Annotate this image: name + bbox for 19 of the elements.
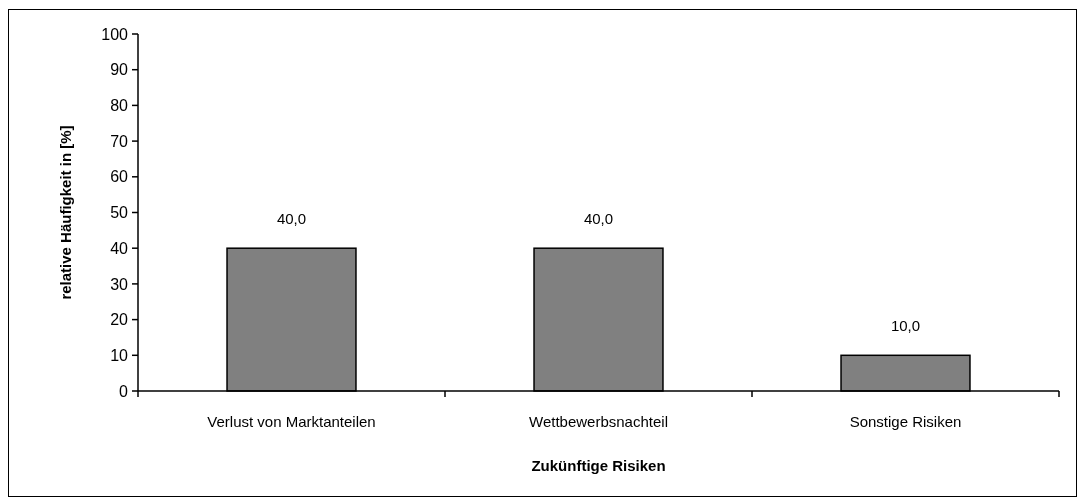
x-tick-label: Wettbewerbsnachteil bbox=[529, 413, 668, 430]
y-tick-label: 70 bbox=[110, 132, 129, 150]
y-tick-label: 10 bbox=[110, 346, 129, 364]
y-tick-label: 60 bbox=[110, 168, 129, 186]
y-tick-label: 90 bbox=[110, 61, 129, 79]
data-label: 40,0 bbox=[276, 210, 307, 228]
y-tick-label: 30 bbox=[110, 275, 129, 293]
data-label: 10,0 bbox=[890, 317, 921, 335]
x-axis-title: Zukünftige Risiken bbox=[531, 457, 666, 474]
x-tick-label: Verlust von Marktanteilen bbox=[207, 413, 376, 430]
data-label: 40,0 bbox=[583, 210, 614, 228]
y-tick-label: 100 bbox=[101, 25, 129, 43]
y-tick-label: 80 bbox=[110, 97, 129, 114]
y-axis-title: relative Häufigkeit in [%] bbox=[57, 125, 74, 300]
y-tick-label: 40 bbox=[110, 239, 129, 257]
y-tick-label: 20 bbox=[110, 311, 129, 329]
y-tick-label: 0 bbox=[119, 382, 129, 400]
y-tick-label: 50 bbox=[110, 204, 129, 222]
x-tick-label: Sonstige Risiken bbox=[849, 413, 962, 430]
